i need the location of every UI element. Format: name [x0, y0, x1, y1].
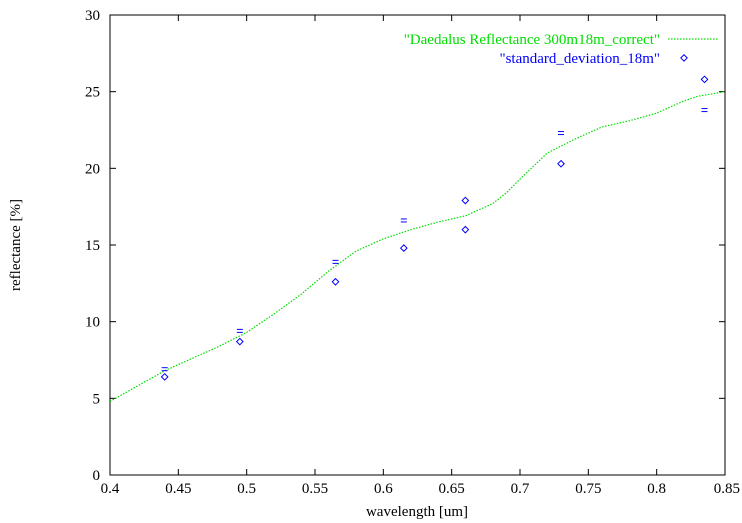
- reflectance-line: [109, 91, 726, 402]
- stddev-diamond-marker: [235, 337, 244, 346]
- series-layer: [109, 38, 726, 402]
- x-tick-label: 0.55: [302, 481, 328, 497]
- y-axis-label: reflectance [%]: [8, 199, 24, 291]
- stddev-tick-marker: [558, 131, 564, 136]
- y-tick-label: 0: [93, 468, 101, 484]
- x-tick-label: 0.4: [101, 481, 120, 497]
- x-axis-label: wavelength [um]: [366, 504, 468, 520]
- x-tick-label: 0.45: [165, 481, 191, 497]
- stddev-diamond-marker: [461, 196, 470, 205]
- stddev-diamond-marker: [160, 372, 169, 381]
- stddev-tick-marker: [701, 108, 708, 113]
- stddev-diamond-marker: [680, 54, 688, 62]
- x-tick-label: 0.75: [575, 481, 601, 497]
- y-tick-label: 10: [85, 315, 100, 331]
- legend-label-stddev: "standard_deviation_18m": [499, 51, 660, 67]
- x-tick-label: 0.8: [647, 481, 666, 497]
- stddev-tick-marker: [332, 259, 339, 264]
- x-tick-labels: 0.4 0.45 0.5 0.55 0.6 0.65 0.7 0.75 0.8 0.85: [101, 481, 740, 497]
- stddev-diamond-marker: [331, 277, 340, 286]
- y-tick-label: 5: [93, 391, 101, 407]
- stddev-diamond-marker: [700, 75, 709, 84]
- stddev-diamond-marker: [557, 159, 565, 168]
- plot-area-frame: [109, 14, 726, 476]
- x-tick-label: 0.6: [374, 481, 393, 497]
- stddev-diamond-marker: [399, 244, 408, 252]
- y-tick-label: 25: [85, 85, 100, 101]
- y-tick-label: 20: [85, 161, 100, 177]
- x-tick-label: 0.85: [714, 481, 740, 497]
- x-tick-label: 0.7: [511, 481, 530, 497]
- axis-ticks: [109, 14, 726, 476]
- y-tick-label: 15: [85, 238, 100, 254]
- stddev-tick-marker: [236, 328, 243, 333]
- stddev-diamond-marker: [461, 225, 470, 234]
- y-tick-label: 30: [85, 8, 100, 24]
- stddev-tick-marker: [400, 218, 407, 223]
- x-tick-label: 0.65: [439, 481, 465, 497]
- y-tick-labels: 0 5 10 15 20 25 30: [85, 8, 100, 484]
- x-tick-label: 0.5: [237, 481, 256, 497]
- legend-label-reflectance: "Daedalus Reflectance 300m18m_correct": [404, 32, 660, 48]
- stddev-tick-marker: [161, 367, 168, 372]
